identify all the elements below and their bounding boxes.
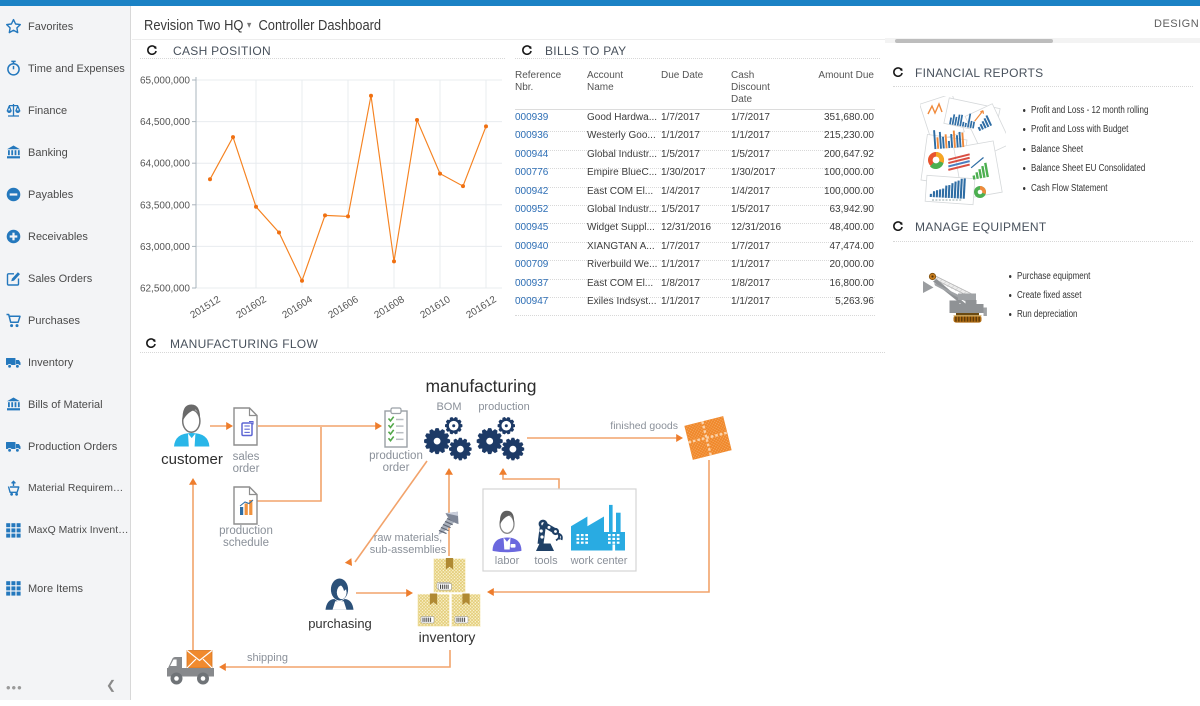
svg-text:63,000,000: 63,000,000 (140, 242, 190, 253)
svg-text:sub-assemblies: sub-assemblies (370, 544, 447, 556)
svg-text:201512: 201512 (188, 294, 222, 321)
svg-text:schedule: schedule (223, 537, 269, 549)
svg-text:tools: tools (534, 555, 558, 567)
svg-text:customer: customer (161, 451, 223, 468)
svg-text:inventory: inventory (419, 629, 476, 645)
svg-text:201604: 201604 (280, 294, 314, 321)
svg-text:production: production (478, 401, 529, 413)
svg-text:labor: labor (495, 555, 520, 567)
svg-text:201602: 201602 (234, 294, 268, 321)
svg-text:201610: 201610 (418, 294, 452, 321)
svg-text:201612: 201612 (464, 294, 498, 321)
svg-text:201608: 201608 (372, 294, 406, 321)
svg-text:sales: sales (233, 451, 260, 463)
svg-text:65,000,000: 65,000,000 (140, 76, 190, 87)
svg-text:finished goods: finished goods (610, 420, 678, 432)
svg-text:63,500,000: 63,500,000 (140, 200, 190, 211)
svg-text:purchasing: purchasing (308, 616, 372, 631)
svg-text:raw materials,: raw materials, (374, 532, 442, 544)
svg-text:64,000,000: 64,000,000 (140, 159, 190, 170)
svg-text:manufacturing: manufacturing (426, 376, 537, 396)
svg-text:64,500,000: 64,500,000 (140, 117, 190, 128)
svg-text:work center: work center (570, 555, 628, 567)
svg-text:shipping: shipping (247, 652, 288, 664)
svg-text:BOM: BOM (436, 401, 461, 413)
svg-text:production: production (219, 525, 273, 537)
svg-text:order: order (233, 463, 260, 475)
svg-text:production: production (369, 450, 423, 462)
svg-text:62,500,000: 62,500,000 (140, 284, 190, 295)
svg-text:201606: 201606 (326, 294, 360, 321)
svg-text:order: order (383, 462, 410, 474)
